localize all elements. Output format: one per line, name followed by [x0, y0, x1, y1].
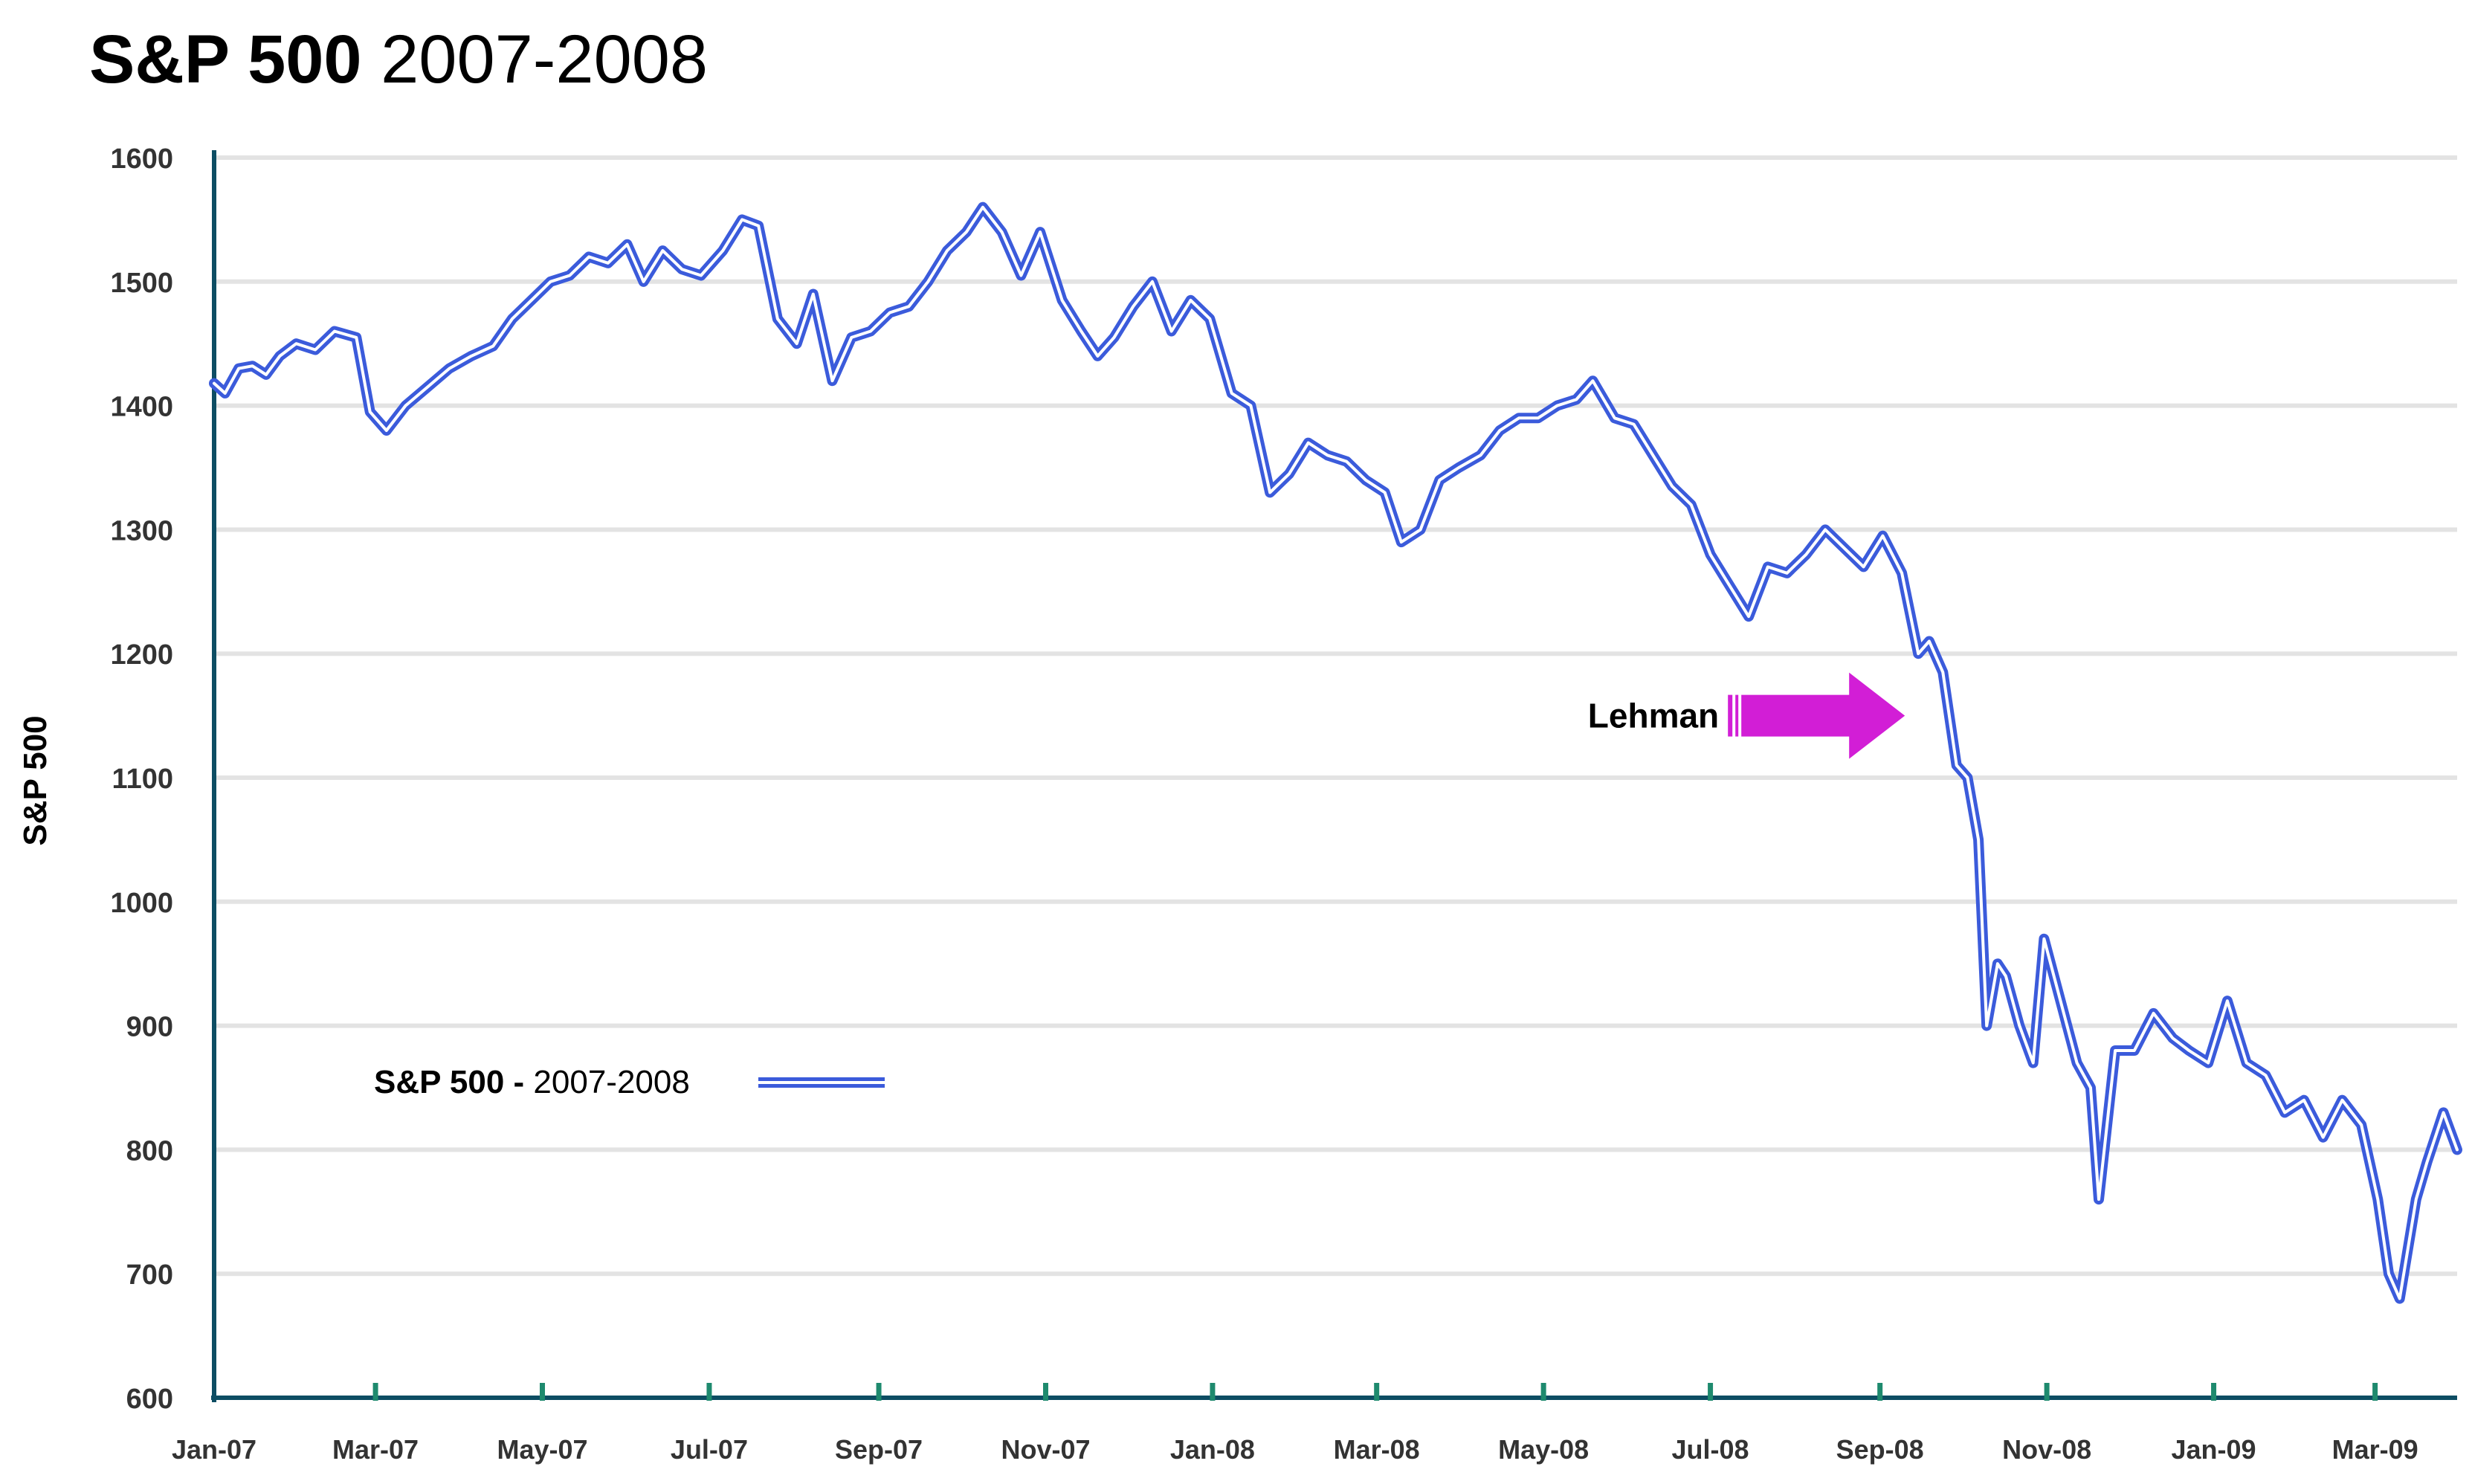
- y-tick-label: 800: [126, 1135, 173, 1167]
- x-tick-label: Mar-09: [2332, 1434, 2418, 1465]
- y-tick-label: 1300: [110, 515, 173, 546]
- legend-label-regular: 2007-2008: [533, 1064, 689, 1100]
- x-tick-label: Sep-07: [835, 1434, 923, 1465]
- x-tick-label: Jan-08: [1170, 1434, 1255, 1465]
- lehman-arrow-stripe: [1728, 694, 1733, 737]
- series-line: [209, 201, 2462, 1304]
- series-layer: [209, 201, 2462, 1304]
- x-tick-label: Sep-08: [1836, 1434, 1924, 1465]
- y-tick-label: 1100: [112, 764, 173, 795]
- x-tick-label: May-08: [1498, 1434, 1589, 1465]
- x-tick-label: Jul-07: [671, 1434, 748, 1465]
- y-tick-label: 700: [126, 1259, 173, 1291]
- y-tick-label: 1600: [110, 143, 173, 175]
- axis-layer: 1600 1500 1400 1300 1200 1100 1000 900 800 700 600…: [110, 143, 2457, 1465]
- y-tick-label: 1000: [110, 888, 173, 919]
- x-tick-label: Jul-08: [1672, 1434, 1749, 1465]
- y-tick-label: 1400: [110, 392, 173, 423]
- grid-layer: [214, 155, 2457, 1277]
- legend-label: S&P 500 - 2007-2008: [374, 1064, 690, 1100]
- x-tick-label: May-07: [497, 1434, 587, 1465]
- y-axis-label: S&P 500: [17, 715, 54, 845]
- legend: S&P 500 - 2007-2008: [374, 1064, 885, 1100]
- y-tick-label: 1200: [110, 639, 173, 671]
- annotation-layer: Lehman: [1588, 672, 1905, 759]
- x-tick-label: Nov-07: [1001, 1434, 1090, 1465]
- x-tick-label: Mar-07: [332, 1434, 419, 1465]
- y-tick-label: 1500: [110, 268, 173, 299]
- chart-title: S&P 500 2007-2008: [89, 21, 708, 99]
- y-tick-label: 900: [126, 1012, 173, 1043]
- chart-title-regular: 2007-2008: [381, 22, 709, 97]
- legend-label-bold: S&P 500 -: [374, 1064, 533, 1100]
- x-tick-label: Mar-08: [1334, 1434, 1420, 1465]
- x-tick-label: Nov-08: [2002, 1434, 2091, 1465]
- x-tick-label: Jan-09: [2172, 1434, 2256, 1465]
- x-tick-label: Jan-07: [172, 1434, 256, 1465]
- lehman-arrow: [1741, 672, 1905, 759]
- chart-title-bold: S&P 500: [89, 22, 362, 97]
- y-tick-label: 600: [126, 1384, 173, 1415]
- series-line-inner: [213, 205, 2459, 1300]
- lehman-arrow-stripe: [1735, 694, 1739, 737]
- lehman-label: Lehman: [1588, 697, 1719, 735]
